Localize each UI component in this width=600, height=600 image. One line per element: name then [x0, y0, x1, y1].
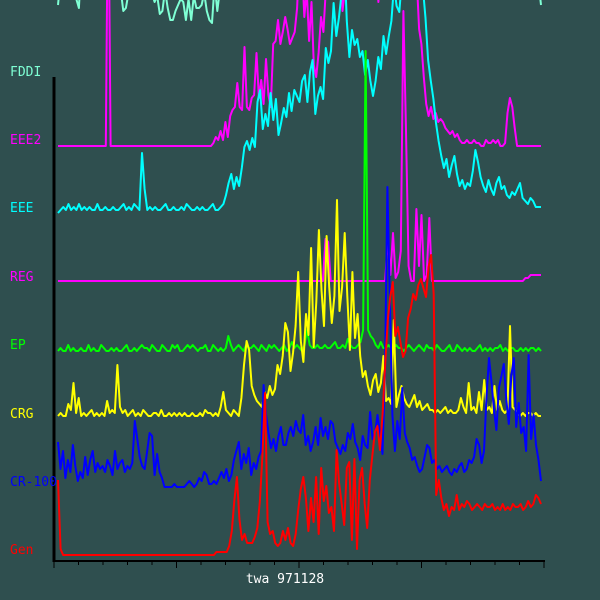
series-label-ep: EP — [10, 338, 26, 353]
series-labels: FDDI EEE2 EEE REG EP CRG CR-100 Gen — [10, 65, 57, 558]
x-axis-ticks — [53, 561, 545, 568]
series-line-cr-100 — [57, 186, 542, 488]
series-label-eee: EEE — [10, 201, 33, 216]
series-line-ep — [57, 50, 542, 352]
series-line-eee — [57, 0, 541, 214]
series-label-eee2: EEE2 — [10, 133, 41, 148]
series-label-crg: CRG — [10, 407, 34, 422]
series-label-cr-100: CR-100 — [10, 475, 57, 490]
series-line-gen — [57, 254, 542, 556]
series-label-reg: REG — [10, 270, 34, 285]
series-line-crg — [57, 199, 541, 417]
series-traces — [57, 0, 542, 556]
series-line-eee2 — [58, 0, 541, 147]
series-label-fddi: FDDI — [10, 65, 41, 80]
x-axis-label: twa 971128 — [246, 572, 324, 587]
series-line-fddi — [57, 0, 542, 24]
series-label-gen: Gen — [10, 543, 33, 558]
